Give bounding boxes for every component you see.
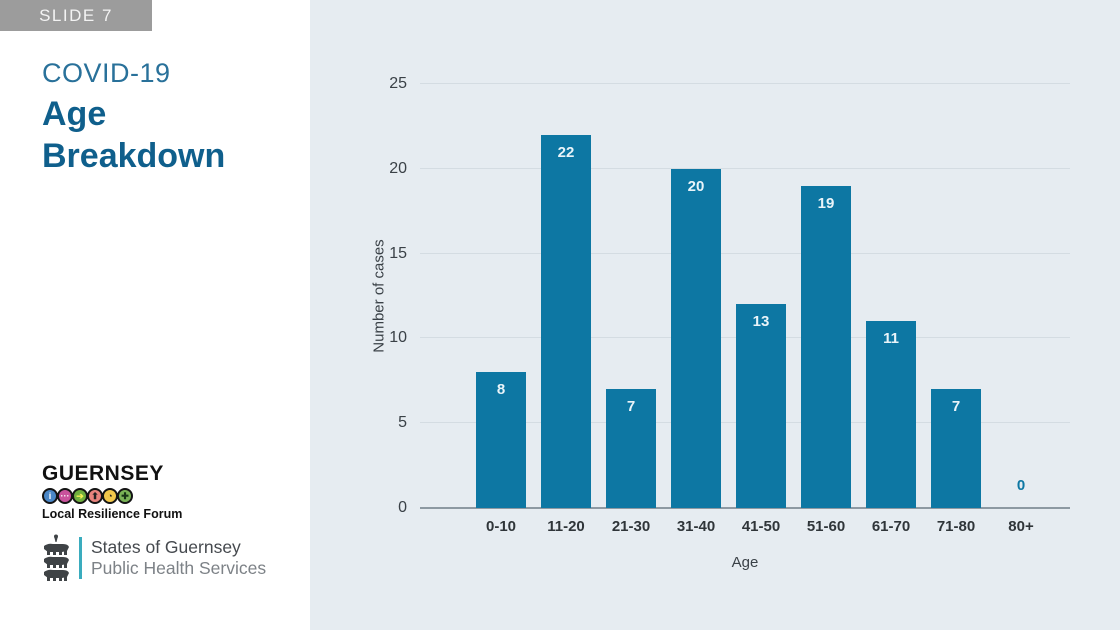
bar: 8	[476, 372, 526, 508]
chat-dots-icon: ···	[57, 488, 73, 504]
bar: 20	[671, 168, 721, 508]
y-tick-label: 5	[398, 414, 407, 432]
states-of-guernsey-logo: States of Guernsey Public Health Service…	[40, 534, 266, 582]
bar-value-label: 8	[496, 381, 506, 399]
left-panel: SLIDE 7 COVID-19 Age Breakdown GUERNSEY …	[0, 0, 310, 630]
arrow-icon: ➔	[72, 488, 88, 504]
sog-logo-text: States of Guernsey Public Health Service…	[91, 537, 266, 579]
lrf-logo-caption: Local Resilience Forum	[42, 507, 183, 521]
sog-logo-line1: States of Guernsey	[91, 537, 241, 557]
x-tick-label: 61-70	[871, 518, 911, 535]
y-tick-label: 10	[389, 329, 407, 347]
slide-title: Age Breakdown	[42, 95, 226, 175]
x-tick-label: 41-50	[741, 518, 781, 535]
bar: 19	[801, 185, 851, 508]
guernsey-lrf-logo: GUERNSEY i ··· ➔ ⬆ ◔ ✚ Local Resilience Forum	[42, 462, 192, 521]
bar-value-label: 7	[951, 398, 961, 416]
bar: 7	[606, 389, 656, 508]
x-tick-label: 71-80	[936, 518, 976, 535]
gridline	[420, 83, 1070, 84]
x-axis-title: Age	[731, 554, 759, 571]
x-tick-label: 80+	[1008, 518, 1034, 535]
x-tick-label: 11-20	[547, 518, 585, 535]
guernsey-crest-icon	[44, 534, 69, 581]
y-tick-label: 0	[398, 499, 407, 516]
sog-logo-line2: Public Health Services	[91, 558, 267, 578]
lrf-logo-name: GUERNSEY	[42, 462, 164, 485]
bar: 11	[866, 321, 916, 508]
y-tick-label: 20	[389, 159, 407, 177]
clock-icon: ◔	[102, 488, 118, 504]
chart-panel: Number of cases Age 0 5 10 15 20 25 8 0-10 22 11-…	[310, 0, 1120, 630]
bar-value-label: 20	[687, 177, 705, 195]
info-icon: i	[42, 488, 58, 504]
bar-value-label: 0	[1016, 477, 1026, 494]
x-tick-label: 21-30	[611, 518, 651, 535]
logo-divider	[79, 537, 82, 579]
bar: 13	[736, 304, 786, 508]
gridline	[420, 167, 1070, 169]
bar: 7	[931, 389, 981, 508]
gridline	[420, 252, 1070, 254]
bar-value-label: 7	[626, 398, 636, 416]
plus-icon: ✚	[117, 488, 133, 504]
bar-value-label: 22	[557, 143, 575, 161]
x-tick-label: 0-10	[485, 518, 517, 535]
bar-value-label: 11	[883, 330, 899, 348]
slide-supertitle: COVID-19	[42, 58, 171, 88]
bar-value-label: 19	[817, 194, 835, 212]
bar-value-label: 13	[752, 313, 770, 331]
x-tick-label: 51-60	[806, 518, 846, 535]
y-tick-label: 15	[389, 244, 407, 262]
plot-area: Number of cases Age 0 5 10 15 20 25 8 0-10 22 11-…	[371, 75, 1070, 571]
slide-number-badge: SLIDE 7	[0, 0, 152, 31]
lrf-icon-row: i ··· ➔ ⬆ ◔ ✚	[42, 488, 192, 504]
y-tick-label: 25	[389, 75, 407, 92]
x-tick-label: 31-40	[676, 518, 716, 535]
bar: 22	[541, 134, 591, 508]
person-icon: ⬆	[87, 488, 103, 504]
x-axis-line	[420, 507, 1070, 509]
